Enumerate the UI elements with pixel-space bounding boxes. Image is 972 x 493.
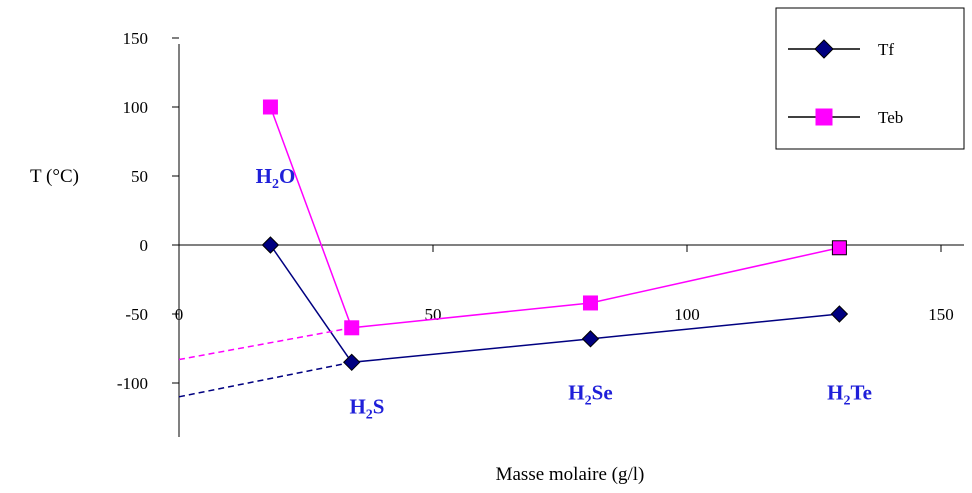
annotation-label: H2S xyxy=(349,394,384,422)
y-tick-marks xyxy=(172,37,179,384)
legend-marker-tf xyxy=(814,39,834,59)
legend-label-teb: Teb xyxy=(878,108,903,127)
x-tick-label: 0 xyxy=(175,305,184,324)
legend: Tf Teb xyxy=(775,7,965,150)
series-teb-point xyxy=(831,240,847,256)
series-tf-point xyxy=(581,330,600,348)
y-tick-label: 100 xyxy=(123,98,149,117)
series-teb-point xyxy=(344,320,360,336)
y-tick-label: -100 xyxy=(117,374,148,393)
y-tick-label: 150 xyxy=(123,29,149,48)
x-tick-marks xyxy=(178,245,942,252)
series-teb-point xyxy=(262,99,278,115)
series-teb-point xyxy=(582,295,598,311)
plot-area: 0 50 100 150 150 100 50 0 -50 -100 H2O H2S H2Se H2T… xyxy=(117,29,964,437)
series-tf-point xyxy=(261,236,280,254)
series-teb-line xyxy=(269,106,840,329)
x-tick-label: 50 xyxy=(425,305,442,324)
y-tick-labels: 150 100 50 0 -50 -100 xyxy=(117,29,148,393)
y-tick-label: -50 xyxy=(125,305,148,324)
annotation-label: H2O xyxy=(256,164,296,192)
y-tick-label: 0 xyxy=(140,236,149,255)
series-tf-point xyxy=(830,305,849,323)
series-tf-point xyxy=(343,353,361,372)
series-tf-line xyxy=(269,244,840,364)
annotation-label: H2Te xyxy=(827,381,872,409)
legend-label-tf: Tf xyxy=(878,40,894,59)
series-layer xyxy=(178,99,849,398)
legend-marker-teb xyxy=(815,108,833,126)
x-tick-label: 150 xyxy=(928,305,954,324)
series-teb-extrapolation xyxy=(178,327,352,361)
legend-box xyxy=(775,7,965,150)
y-axis-title: T (°C) xyxy=(30,166,79,187)
series-tf-extrapolation xyxy=(178,361,352,398)
x-tick-label: 100 xyxy=(674,305,700,324)
annotation-layer: H2O H2S H2Se H2Te xyxy=(256,164,872,422)
annotation-label: H2Se xyxy=(568,381,612,409)
y-tick-label: 50 xyxy=(131,167,148,186)
x-axis-title: Masse molaire (g/l) xyxy=(496,464,645,485)
